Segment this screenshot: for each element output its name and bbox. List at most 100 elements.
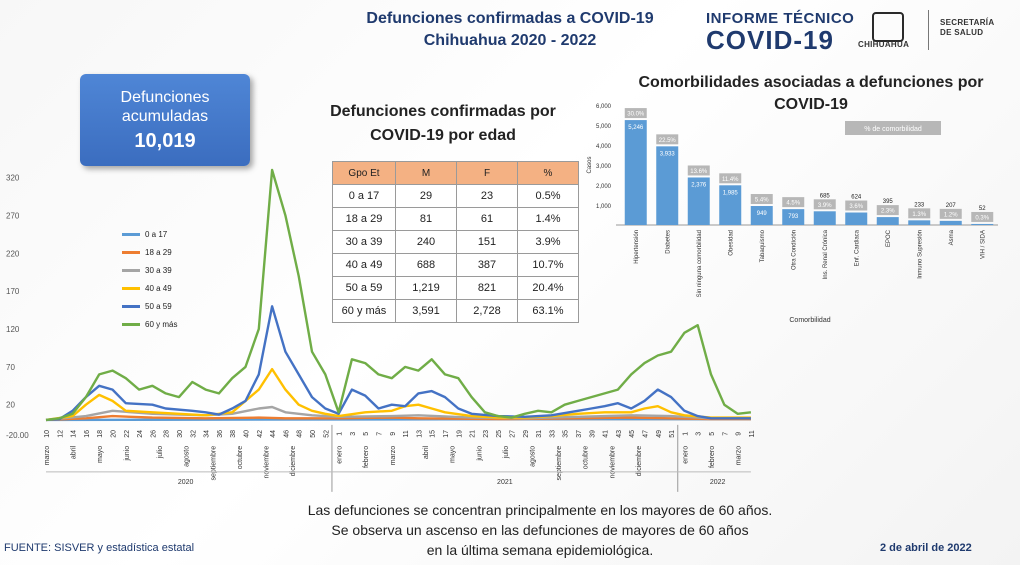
week-tick-label: 35 <box>563 430 570 438</box>
conclusion-text: Las defunciones se concentran principalm… <box>250 500 830 560</box>
logo-line-2: COVID-19 <box>706 25 834 55</box>
legend-swatch <box>122 268 140 272</box>
value-label: 395 <box>883 199 894 205</box>
legend-entry: 30 a 39 <box>122 261 177 279</box>
percent-label: 22.5% <box>659 138 677 144</box>
title-line-2: Chihuahua 2020 - 2022 <box>423 32 597 49</box>
legend-box <box>845 121 941 135</box>
percent-label: 13.6% <box>690 169 708 175</box>
table-cell: 151 <box>456 230 518 254</box>
legend-entry: 0 a 17 <box>122 225 177 243</box>
secretaria-logo: SECRETARÍA DE SALUD <box>940 18 994 38</box>
logo-line-1: INFORME TÉCNICO <box>706 10 855 27</box>
table-row: 50 a 59 1,219 821 20.4% <box>332 276 579 300</box>
conclusion-line-2: Se observa un ascenso en las defunciones… <box>331 522 749 538</box>
series-line <box>45 414 751 422</box>
week-tick-label: 46 <box>283 430 290 438</box>
percent-label: 11.4% <box>722 177 739 183</box>
year-label: 2022 <box>710 479 726 486</box>
table-cell: 387 <box>456 253 518 277</box>
percent-label: 5.4% <box>755 198 769 204</box>
week-tick-label: 27 <box>510 430 517 438</box>
table-cell: 30 a 39 <box>332 230 396 254</box>
legend-entry: 60 y más <box>122 315 177 333</box>
percent-label-box <box>687 165 710 176</box>
secretaria-line-2: DE SALUD <box>940 28 984 37</box>
legend-entry: 18 a 29 <box>122 243 177 261</box>
table-cell: 1.4% <box>517 207 579 231</box>
legend-label: 0 a 17 <box>145 229 168 239</box>
y-tick-label: 320 <box>6 174 20 183</box>
y-tick-label: 2,000 <box>596 184 612 190</box>
report-date: 2 de abril de 2022 <box>880 542 972 554</box>
state-name: CHIHUAHUA <box>858 40 910 49</box>
week-tick-label: 51 <box>669 430 676 438</box>
week-tick-label: 3 <box>350 432 357 436</box>
legend-swatch <box>122 304 140 308</box>
conclusion-line-1: Las defunciones se concentran principalm… <box>307 502 773 518</box>
week-tick-label: 48 <box>297 430 304 438</box>
y-tick-label: -20.00 <box>6 431 29 440</box>
week-tick-label: 22 <box>124 430 131 438</box>
week-tick-label: 15 <box>430 430 437 438</box>
table-row: 60 y más 3,591 2,728 63.1% <box>332 299 579 323</box>
page-title: Defunciones confirmadas a COVID-19 Chihu… <box>300 8 720 52</box>
bar <box>624 120 647 225</box>
month-label: agosto <box>529 446 536 467</box>
accumulated-label: Defunciones acumuladas <box>120 89 210 125</box>
bar <box>719 185 742 225</box>
bar <box>908 220 931 225</box>
legend-label: % de comorbilidad <box>864 126 922 133</box>
secretaria-line-1: SECRETARÍA <box>940 18 995 27</box>
week-tick-label: 30 <box>177 430 184 438</box>
table-cell: 0 a 17 <box>332 184 396 208</box>
y-tick-label: 1,000 <box>596 204 612 210</box>
percent-label-box <box>908 208 931 219</box>
table-cell: 40 a 49 <box>332 253 396 277</box>
month-label: mayo <box>450 446 457 463</box>
table-cell: 63.1% <box>517 299 579 323</box>
week-tick-label: 16 <box>84 430 91 438</box>
month-label: octubre <box>237 446 244 469</box>
value-label: 685 <box>820 193 831 199</box>
week-tick-label: 17 <box>443 430 450 438</box>
logo-divider <box>928 10 929 50</box>
month-label: diciembre <box>290 446 297 476</box>
week-tick-label: 23 <box>483 430 490 438</box>
week-tick-label: 37 <box>576 430 583 438</box>
table-cell: 18 a 29 <box>332 207 396 231</box>
value-label: 3,933 <box>660 151 676 157</box>
percent-label-box <box>656 134 679 145</box>
value-label: 5,246 <box>628 125 644 131</box>
month-label: diciembre <box>636 446 643 476</box>
category-label: VIH / SIDA <box>980 230 986 259</box>
category-label: Inmuno Supresión <box>917 230 923 279</box>
table-cell: 20.4% <box>517 276 579 300</box>
month-label: julio <box>503 446 510 460</box>
value-label: 207 <box>946 203 957 209</box>
value-label: 2,376 <box>691 182 707 188</box>
week-tick-label: 9 <box>390 432 397 436</box>
month-label: abril <box>423 445 430 459</box>
category-label: Diabetes <box>665 230 671 254</box>
bar <box>971 223 994 225</box>
title-line-1: Defunciones confirmadas a COVID-19 <box>366 10 654 27</box>
percent-label-box <box>971 211 994 222</box>
series-line <box>45 367 751 422</box>
month-label: enero <box>682 446 689 464</box>
y-tick-label: 4,000 <box>596 144 612 150</box>
week-tick-label: 10 <box>44 430 51 438</box>
week-tick-label: 28 <box>164 430 171 438</box>
month-label: noviembre <box>263 446 270 479</box>
month-label: julio <box>157 446 164 460</box>
table-cell: 29 <box>395 184 457 208</box>
percent-label-box <box>782 197 805 208</box>
week-tick-label: 31 <box>536 430 543 438</box>
y-tick-label: 3,000 <box>596 164 612 170</box>
y-tick-label: 5,000 <box>596 124 612 130</box>
week-tick-label: 26 <box>150 430 157 438</box>
percent-label: 2.3% <box>881 209 895 215</box>
week-tick-label: 12 <box>57 430 64 438</box>
y-axis-label: Casos <box>587 156 593 173</box>
